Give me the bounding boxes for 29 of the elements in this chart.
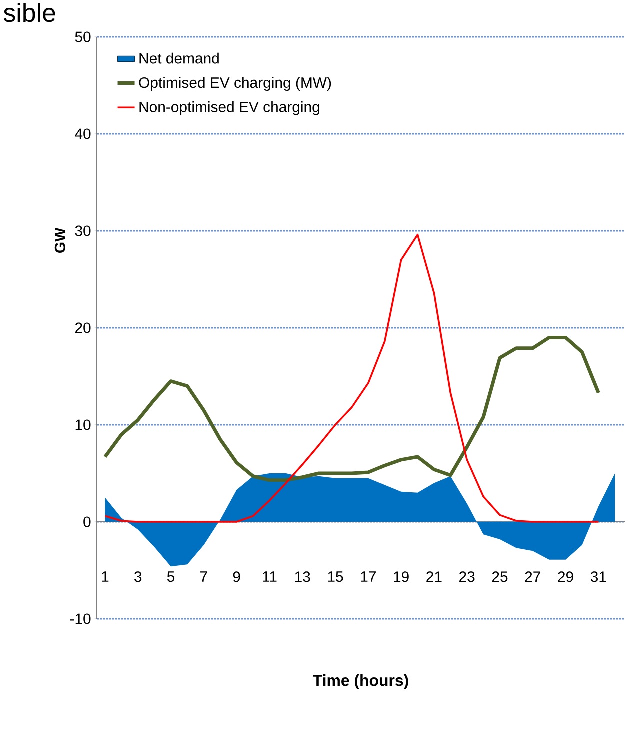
x-tick-label: 7 <box>200 572 208 582</box>
x-tick-label: 27 <box>525 572 540 582</box>
y-tick-label: 20 <box>75 322 91 334</box>
x-tick-label: 25 <box>492 572 508 582</box>
x-tick-label: 13 <box>295 572 310 582</box>
y-axis-title: GW <box>54 228 66 253</box>
y-tick-label: 30 <box>75 226 91 236</box>
x-tick-label: 3 <box>134 572 142 582</box>
x-tick-label: 19 <box>394 572 409 582</box>
y-tick-label: 50 <box>75 32 91 42</box>
x-tick-label: 11 <box>263 572 277 582</box>
y-tick-label: 40 <box>75 128 91 140</box>
legend-label: Net demand <box>140 52 219 64</box>
x-tick-label: 5 <box>167 572 175 582</box>
x-tick-label: 29 <box>558 572 574 582</box>
x-axis-title: Time (hours) <box>313 674 408 690</box>
x-tick-label: 21 <box>426 572 442 582</box>
legend-label: Optimised EV charging (MW) <box>139 77 332 92</box>
legend-label: Non-optimised EV charging <box>140 101 320 116</box>
x-tick-label: 17 <box>361 572 376 582</box>
x-tick-label: 15 <box>328 572 344 582</box>
y-tick-label: -10 <box>70 614 91 624</box>
x-tick-label: 31 <box>590 572 606 582</box>
y-tick-label: 10 <box>76 420 91 430</box>
x-tick-label: 9 <box>233 572 240 582</box>
x-tick-label: 1 <box>102 572 109 582</box>
x-tick-label: 23 <box>460 572 475 582</box>
text: sible <box>4 3 56 22</box>
y-tick-label: 0 <box>84 516 91 528</box>
